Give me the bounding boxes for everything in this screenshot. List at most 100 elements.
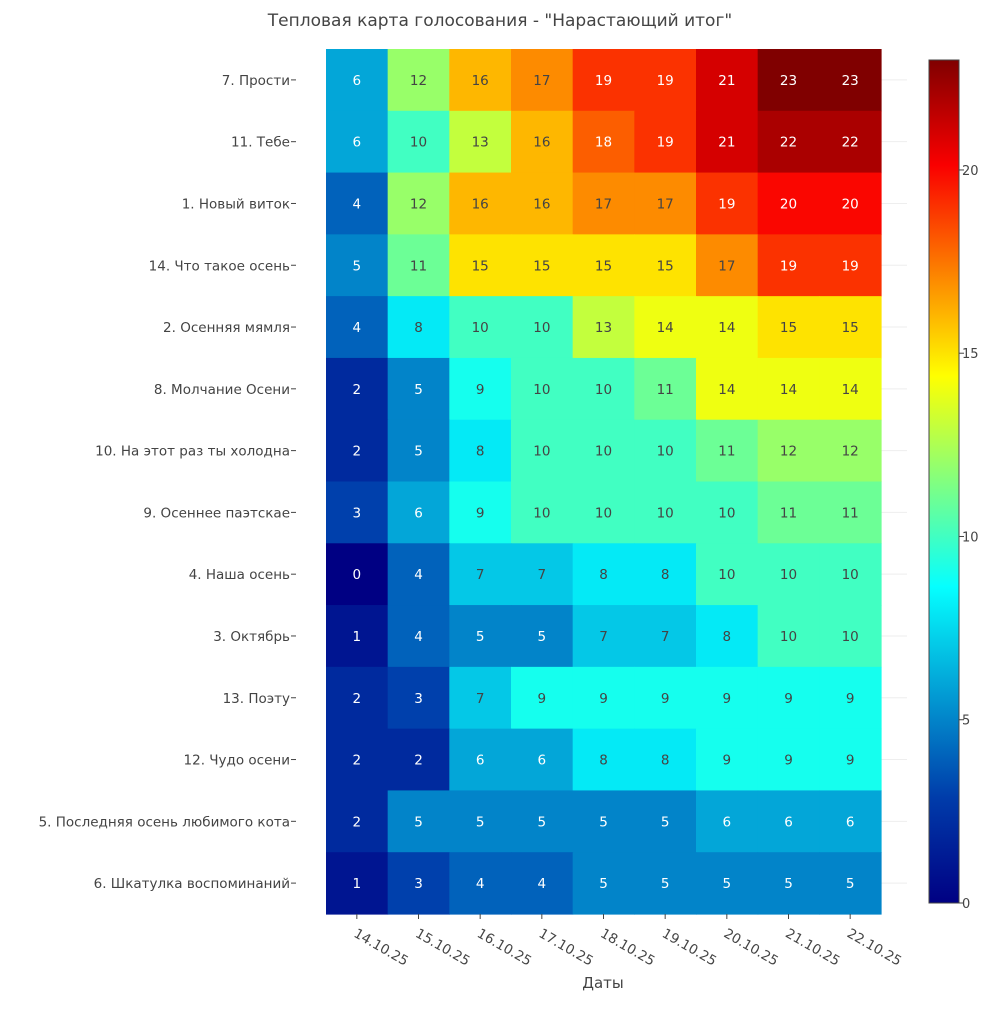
- heatmap-cell: [819, 790, 882, 853]
- heatmap-cell: [696, 790, 759, 853]
- cell-value-label: 10: [595, 505, 612, 521]
- heatmap-cell: [696, 419, 759, 483]
- heatmap-cell: [757, 296, 820, 359]
- heatmap-cell: [511, 666, 574, 730]
- cell-value-label: 15: [842, 320, 859, 336]
- cell-value-label: 5: [661, 814, 670, 830]
- cell-value-label: 16: [533, 196, 550, 212]
- cell-value-label: 5: [414, 444, 423, 460]
- heatmap-cell: [449, 852, 512, 915]
- x-tick-label: 20.10.25: [721, 926, 781, 970]
- heatmap-cell: [511, 543, 574, 606]
- cell-value-label: 8: [599, 567, 608, 583]
- heatmap-cell: [696, 49, 759, 112]
- heatmap-cell: [449, 605, 512, 668]
- cell-value-label: 19: [718, 196, 735, 212]
- cell-value-label: 5: [538, 629, 547, 645]
- cell-value-label: 3: [414, 691, 423, 707]
- y-tick-label: 2. Осенняя мямля: [163, 320, 290, 336]
- cell-value-label: 5: [353, 258, 362, 274]
- heatmap-cell: [757, 605, 820, 668]
- cell-value-label: 4: [353, 320, 362, 336]
- heatmap-cell: [572, 605, 635, 668]
- heatmap-cell: [511, 49, 574, 112]
- cell-value-label: 17: [718, 258, 735, 274]
- heatmap-cell: [511, 172, 574, 235]
- cell-value-label: 10: [657, 505, 674, 521]
- cell-value-label: 15: [472, 258, 489, 274]
- heatmap-cell: [387, 852, 450, 915]
- cell-value-label: 8: [723, 629, 732, 645]
- heatmap-cell: [449, 481, 512, 544]
- cell-value-label: 13: [595, 320, 612, 336]
- heatmap-cell: [572, 728, 635, 792]
- heatmap-cell: [696, 728, 759, 792]
- cell-value-label: 9: [723, 691, 732, 707]
- cell-value-label: 4: [414, 567, 423, 583]
- cell-value-label: 11: [410, 258, 427, 274]
- cell-value-label: 5: [476, 629, 485, 645]
- cell-value-label: 10: [842, 567, 859, 583]
- heatmap-cell: [634, 666, 697, 730]
- cell-value-label: 17: [595, 196, 612, 212]
- cell-value-label: 15: [595, 258, 612, 274]
- cell-value-label: 12: [410, 196, 427, 212]
- heatmap-cell: [449, 357, 512, 421]
- heatmap-cell: [757, 234, 820, 297]
- heatmap-cell: [696, 852, 759, 915]
- heatmap-cell: [634, 852, 697, 915]
- cell-value-label: 8: [476, 444, 485, 460]
- cell-value-label: 10: [410, 135, 427, 151]
- heatmap-cell: [387, 666, 450, 730]
- heatmap-cell: [634, 172, 697, 235]
- cell-value-label: 6: [784, 814, 793, 830]
- cell-value-label: 1: [353, 876, 362, 892]
- heatmap-cell: [819, 296, 882, 359]
- heatmap-cell: [387, 419, 450, 483]
- heatmap-cell: [757, 172, 820, 235]
- y-tick-label: 7. Прости: [222, 73, 290, 89]
- x-tick-label: 16.10.25: [474, 926, 534, 970]
- heatmap-cell: [819, 419, 882, 483]
- heatmap-cell: [696, 296, 759, 359]
- heatmap-cell: [387, 110, 450, 174]
- cell-value-label: 18: [595, 135, 612, 151]
- heatmap-cell: [572, 852, 635, 915]
- cell-value-label: 10: [595, 382, 612, 398]
- heatmap-cell: [634, 49, 697, 112]
- heatmap-cell: [757, 728, 820, 792]
- heatmap-cell: [634, 481, 697, 544]
- heatmap-cell: [757, 419, 820, 483]
- heatmap-cell: [572, 49, 635, 112]
- cell-value-label: 2: [353, 382, 362, 398]
- heatmap-cell: [757, 543, 820, 606]
- colorbar-tick-label: 5: [962, 714, 970, 729]
- heatmap-cell: [696, 605, 759, 668]
- cell-value-label: 6: [476, 753, 485, 769]
- heatmap-cell: [572, 543, 635, 606]
- cell-value-label: 23: [842, 73, 859, 89]
- cell-value-label: 9: [661, 691, 670, 707]
- x-tick-label: 19.10.25: [659, 926, 719, 970]
- cell-value-label: 8: [414, 320, 423, 336]
- colorbar-tick-label: 15: [962, 347, 979, 362]
- y-axis-ticks: 7. Прости 11. Тебе 1. Новый виток 14. Что т…: [39, 73, 296, 892]
- cell-value-label: 6: [353, 135, 362, 151]
- x-tick-label: 15.10.25: [413, 926, 473, 970]
- cell-value-label: 15: [533, 258, 550, 274]
- heatmap-cell: [757, 666, 820, 730]
- cell-value-label: 5: [538, 814, 547, 830]
- heatmap-cell: [326, 543, 389, 606]
- cell-value-label: 6: [723, 814, 732, 830]
- cell-value-label: 21: [718, 73, 735, 89]
- cell-value-label: 2: [353, 444, 362, 460]
- heatmap-cell: [449, 790, 512, 853]
- cell-value-label: 14: [718, 320, 735, 336]
- heatmap-cell: [696, 234, 759, 297]
- heatmap-cell: [511, 605, 574, 668]
- heatmap-cell: [326, 357, 389, 421]
- heatmap-cell: [511, 296, 574, 359]
- heatmap-cell: [634, 296, 697, 359]
- cell-value-labels: 6 12 16 17 19 19 21 23 236 10 13 16 18 19 21 22 224 12 16 1…: [353, 73, 859, 892]
